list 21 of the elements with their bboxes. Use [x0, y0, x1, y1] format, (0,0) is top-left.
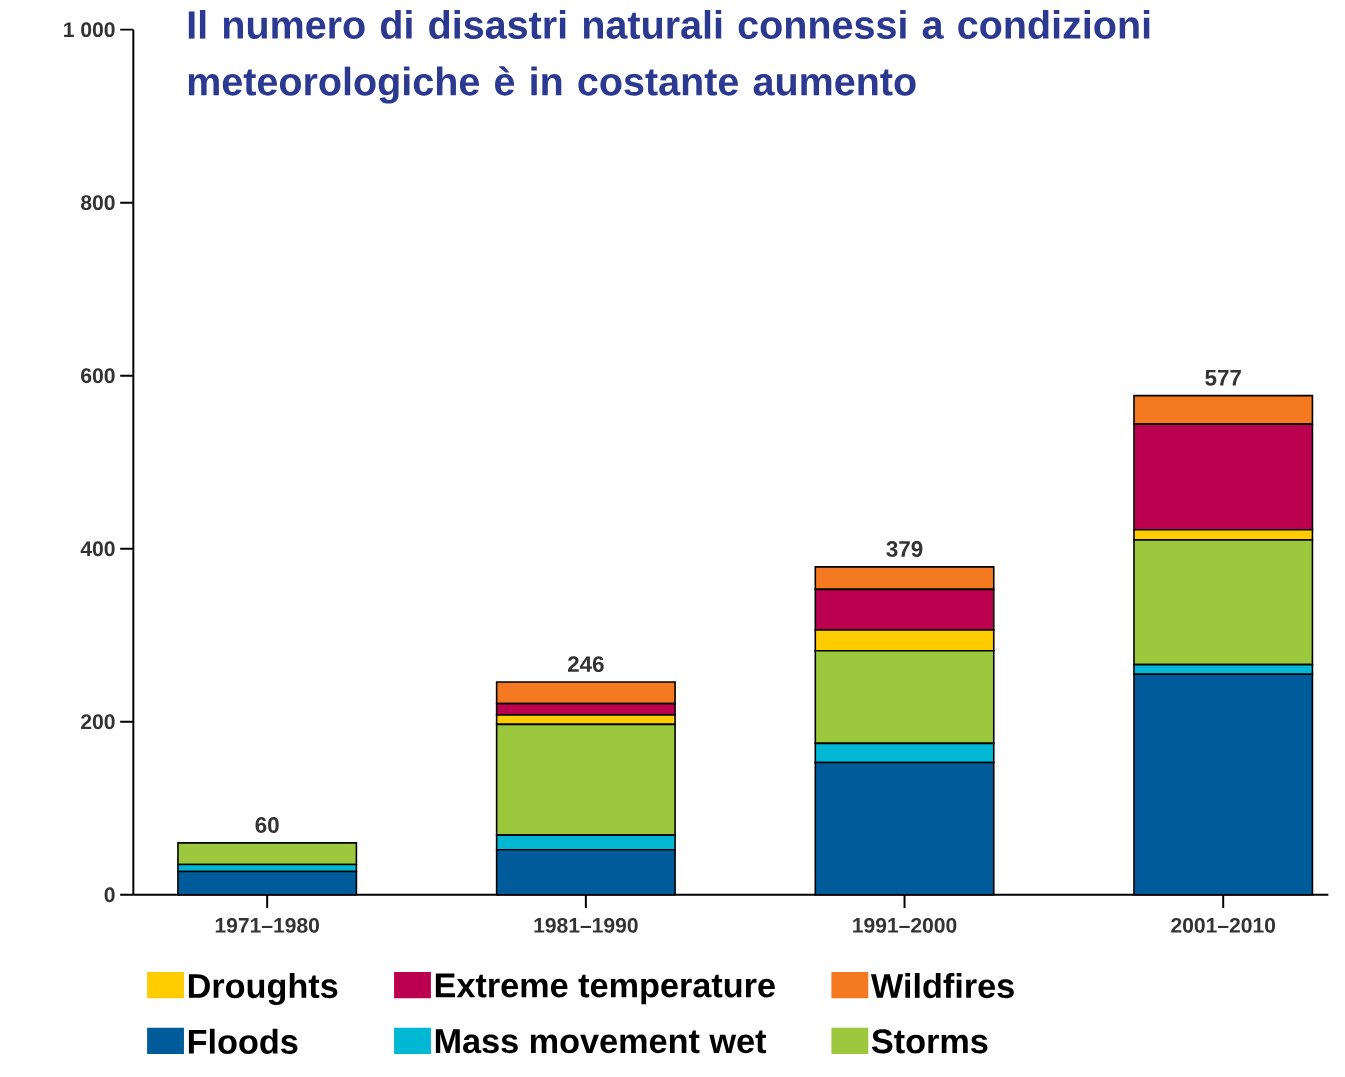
y-tick-label: 200 [81, 714, 115, 730]
y-tick-label: 1 000 [64, 22, 115, 38]
legend-label: Wildfires [870, 973, 1014, 999]
y-tick-label: 0 [104, 887, 115, 903]
legend-label: Extreme temperature [435, 973, 775, 1005]
x-tick-label: 1981–1990 [534, 918, 638, 934]
x-tick-label: 1971–1980 [215, 918, 319, 934]
x-tick-label: 2001–2010 [1171, 918, 1276, 934]
y-tick-label: 400 [80, 541, 115, 557]
total-label: 60 [255, 817, 279, 834]
legend-label: Floods [188, 1028, 298, 1055]
total-label: 246 [567, 656, 604, 673]
legend-label: Storms [871, 1029, 988, 1054]
chart-title: Il numero di disastri naturali connessi a condizioni meteorologiche è in costante aumento [188, 10, 1150, 104]
legend-label: Droughts [188, 973, 338, 1006]
y-tick-label: 800 [81, 195, 115, 211]
x-tick-label: 1991–2000 [853, 918, 957, 934]
legend-label: Mass movement wet [435, 1029, 767, 1054]
y-tick-label: 600 [81, 368, 115, 384]
total-label: 577 [1205, 370, 1241, 386]
total-label: 379 [886, 541, 923, 558]
